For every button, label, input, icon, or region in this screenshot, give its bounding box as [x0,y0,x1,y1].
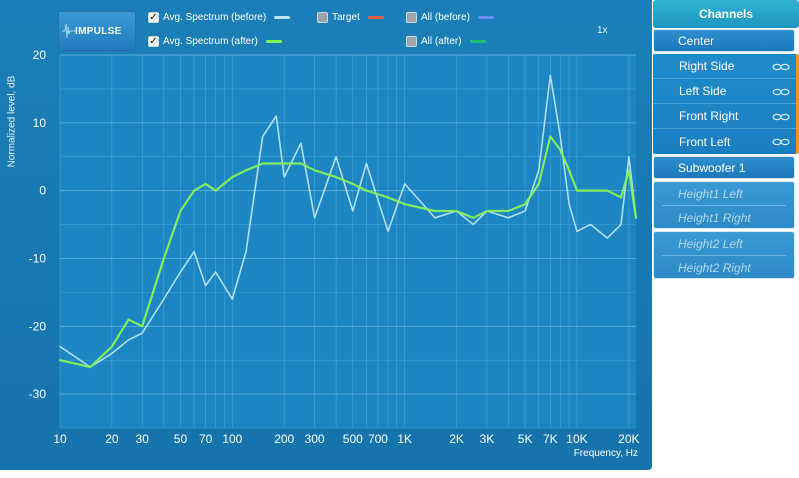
x-tick-label: 20K [618,432,639,446]
target-swatch [367,16,384,19]
y-tick-label: -10 [29,251,47,265]
link-icon[interactable] [772,88,790,96]
channel-left-side-label: Left Side [679,84,727,98]
link-icon[interactable] [772,138,790,146]
all-before-checkbox[interactable] [406,12,417,23]
channel-right-side[interactable]: Right Side [653,54,796,79]
x-tick-label: 20 [105,432,119,446]
x-tick-label: 3K [480,432,495,446]
x-tick-label: 200 [274,432,294,446]
x-tick-label: 700 [368,432,388,446]
channels-header: Channels [653,0,799,28]
avg-after-checkbox[interactable]: ✓ [148,35,159,47]
divider [662,205,786,206]
y-tick-label: -30 [29,387,47,401]
y-tick-label: 20 [33,48,47,62]
legend-avg-after[interactable]: ✓ Avg. Spectrum (after) [148,36,282,47]
all-before-swatch [477,16,494,19]
height1-group: Height1 Left Height1 Right [653,181,795,229]
channel-height1-right: Height1 Right [678,210,751,225]
x-tick-label: 300 [305,432,325,446]
x-tick-label: 70 [199,432,213,446]
avg-after-swatch [265,40,282,43]
all-before-label: All (before) [421,12,470,23]
channel-front-left-label: Front Left [679,134,731,149]
x-tick-label: 1K [397,432,412,446]
link-icon[interactable] [772,63,790,71]
x-tick-label: 500 [343,432,363,446]
all-after-swatch [469,40,486,43]
y-tick-label: 0 [39,184,46,198]
channel-left-side[interactable]: Left Side [653,79,796,104]
waveform-icon [62,23,76,39]
legend-target[interactable]: Target [317,12,384,23]
target-checkbox[interactable] [317,12,328,23]
plot-area [60,55,636,428]
height2-group: Height2 Left Height2 Right [653,231,795,279]
channels-panel: Channels Center Right Side Left Side Fro… [653,0,799,279]
x-tick-label: 50 [174,432,188,446]
series-line-after [58,135,638,369]
x-tick-label: 30 [136,432,150,446]
channel-front-left[interactable]: Front Left [653,129,796,154]
avg-before-swatch [274,16,291,19]
channel-height2-right: Height2 Right [678,260,751,275]
channel-right-side-label: Right Side [679,59,735,73]
x-tick-label: 10K [566,432,587,446]
y-tick-label: -20 [29,319,47,333]
linked-channel-group: Right Side Left Side Front Right Front L… [653,54,799,154]
zoom-level[interactable]: 1x [597,25,608,36]
spectrum-chart-panel: 20 10 0 -10 -20 -30 10 20 30 50 70 100 200 300 500 700… [0,0,652,470]
x-tick-label: 5K [518,432,533,446]
channel-height2-left: Height2 Left [678,236,743,251]
x-axis-label: Frequency, Hz [573,448,638,459]
channel-center[interactable]: Center [653,29,795,52]
link-icon[interactable] [772,113,790,121]
x-tick-label: 10 [53,432,67,446]
avg-after-label: Avg. Spectrum (after) [163,36,258,47]
y-axis-label: Normalized level, dB [6,75,18,168]
channel-front-right-label: Front Right [679,109,739,123]
legend-avg-before[interactable]: ✓ Avg. Spectrum (before) [148,11,291,23]
target-label: Target [332,12,360,23]
legend-all-after[interactable]: All (after) [406,36,486,47]
impulse-button-label: IMPULSE [75,25,122,37]
channel-subwoofer-1[interactable]: Subwoofer 1 [653,156,795,179]
avg-before-checkbox[interactable]: ✓ [148,11,159,23]
channel-front-right[interactable]: Front Right [653,104,796,129]
x-tick-label: 2K [449,432,464,446]
channel-height1-left: Height1 Left [678,186,743,201]
y-tick-label: 10 [33,116,47,130]
legend-all-before[interactable]: All (before) [406,12,494,23]
impulse-button[interactable]: IMPULSE [58,11,136,51]
avg-before-label: Avg. Spectrum (before) [163,12,267,23]
x-tick-label: 100 [222,432,242,446]
all-after-label: All (after) [421,36,462,47]
x-tick-label: 7K [543,432,558,446]
all-after-checkbox[interactable] [406,36,417,47]
divider [662,255,786,256]
